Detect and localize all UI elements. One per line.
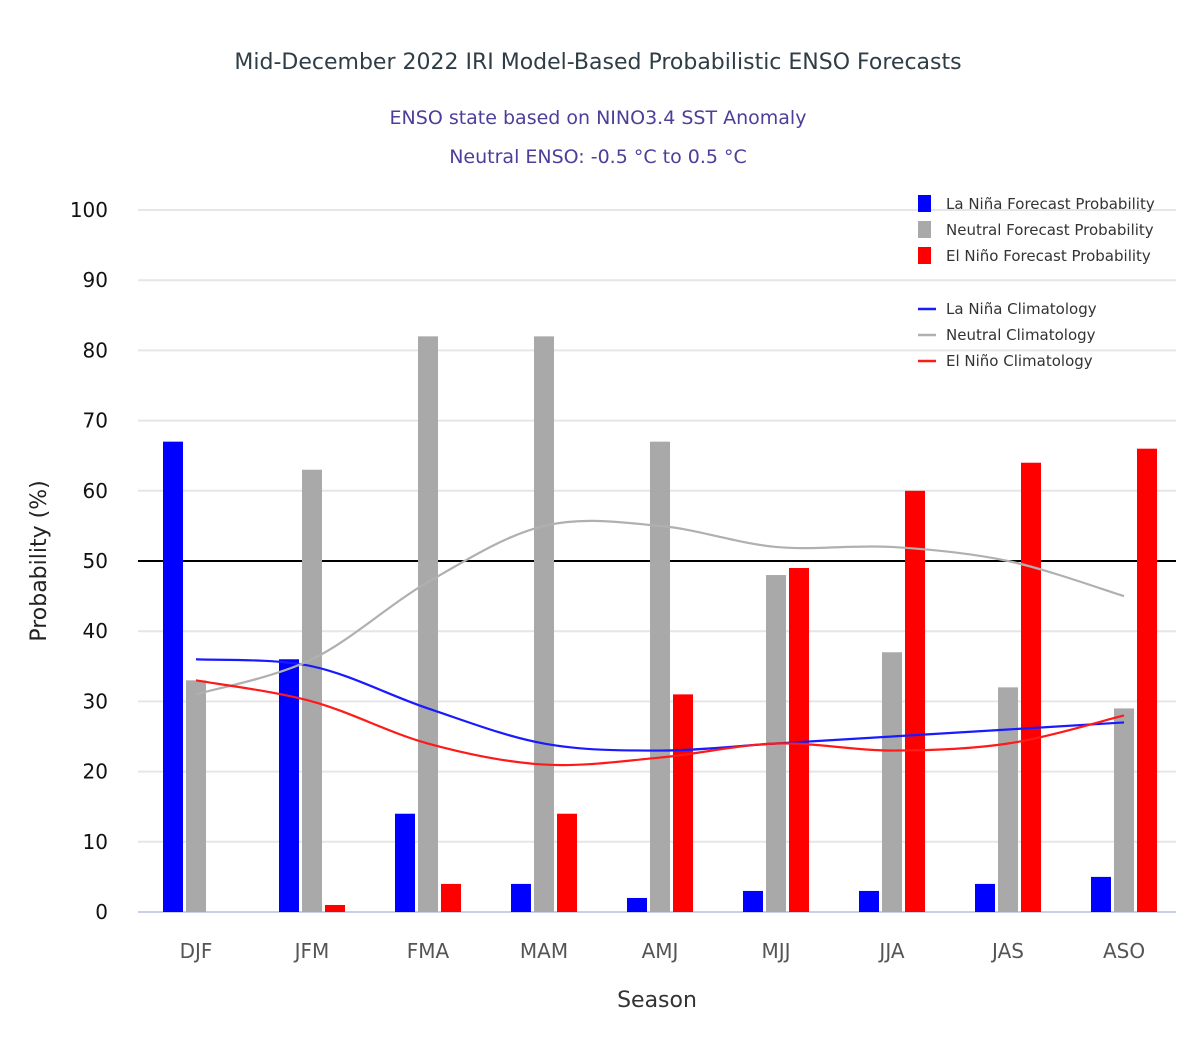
y-tick-label-10: 10	[83, 830, 108, 854]
bar-la-nina-fma[interactable]	[395, 813, 415, 912]
x-tick-label-mjj: MJJ	[761, 939, 790, 963]
bar-el-nino-jas[interactable]	[1021, 462, 1041, 912]
bar-la-nina-jfm[interactable]	[279, 659, 299, 912]
bar-la-nina-jas[interactable]	[975, 883, 995, 912]
chart-subtitle-line-2: Neutral ENSO: -0.5 °C to 0.5 °C	[449, 146, 747, 168]
bar-la-nina-aso[interactable]	[1091, 876, 1111, 912]
bar-neutral-amj[interactable]	[650, 441, 670, 912]
x-tick-label-jja: JJA	[877, 939, 904, 963]
y-tick-label-30: 30	[83, 689, 108, 713]
bar-la-nina-djf[interactable]	[163, 441, 183, 912]
y-tick-label-50: 50	[83, 549, 108, 573]
x-axis-label: Season	[617, 988, 697, 1013]
legend-label-neutral-forecast: Neutral Forecast Probability	[946, 221, 1154, 239]
y-axis-label: Probability (%)	[27, 480, 52, 641]
x-tick-label-djf: DJF	[180, 939, 213, 963]
x-tick-label-aso: ASO	[1103, 939, 1145, 963]
bar-el-nino-jja[interactable]	[905, 490, 925, 912]
bar-neutral-aso[interactable]	[1114, 708, 1134, 912]
y-tick-label-20: 20	[83, 760, 108, 784]
bar-el-nino-mam[interactable]	[557, 813, 577, 912]
y-tick-label-90: 90	[83, 268, 108, 292]
bar-la-nina-mam[interactable]	[511, 883, 531, 912]
y-tick-label-40: 40	[83, 619, 108, 643]
bar-neutral-fma[interactable]	[418, 336, 438, 912]
legend-label-el-nino-climatology: El Niño Climatology	[946, 352, 1093, 370]
x-tick-label-amj: AMJ	[642, 939, 679, 963]
y-tick-label-60: 60	[83, 479, 108, 503]
legend-swatch-neutral-forecast	[918, 221, 931, 238]
bar-neutral-jja[interactable]	[882, 652, 902, 912]
bar-el-nino-fma[interactable]	[441, 883, 461, 912]
y-tick-label-70: 70	[83, 409, 108, 433]
legend-swatch-la-nina-forecast	[918, 195, 931, 212]
bar-neutral-mam[interactable]	[534, 336, 554, 912]
bars	[163, 336, 1157, 912]
bar-neutral-jas[interactable]	[998, 687, 1018, 912]
bar-el-nino-jfm[interactable]	[325, 904, 345, 912]
neutral-climatology-line[interactable]	[195, 519, 1125, 696]
y-tick-label-100: 100	[70, 198, 108, 222]
climatology-lines	[195, 519, 1125, 767]
bar-neutral-djf[interactable]	[186, 680, 206, 912]
legend-label-neutral-climatology: Neutral Climatology	[946, 326, 1096, 344]
chart-title: Mid-December 2022 IRI Model-Based Probab…	[234, 50, 962, 75]
bar-la-nina-jja[interactable]	[859, 890, 879, 912]
bar-el-nino-aso[interactable]	[1137, 448, 1157, 912]
el-nino-climatology-line[interactable]	[195, 679, 1125, 767]
y-axis-ticks: 0 10 20 30 40 50 60 70 80 90 100	[70, 198, 108, 924]
legend-label-el-nino-forecast: El Niño Forecast Probability	[946, 247, 1151, 265]
legend-label-la-nina-forecast: La Niña Forecast Probability	[946, 195, 1155, 213]
y-tick-label-80: 80	[83, 338, 108, 362]
y-tick-label-0: 0	[95, 900, 108, 924]
x-axis-ticks: DJF JFM FMA MAM AMJ MJJ JJA JAS ASO	[180, 939, 1145, 963]
x-tick-label-jfm: JFM	[293, 939, 330, 963]
chart-subtitle-line-1: ENSO state based on NINO3.4 SST Anomaly	[389, 107, 807, 129]
x-tick-label-fma: FMA	[407, 939, 450, 963]
la-nina-climatology-line[interactable]	[195, 658, 1125, 752]
bar-la-nina-amj[interactable]	[627, 897, 647, 912]
x-tick-label-jas: JAS	[990, 939, 1024, 963]
legend-label-la-nina-climatology: La Niña Climatology	[946, 300, 1097, 318]
legend: La Niña Forecast Probability Neutral Fore…	[918, 195, 1155, 370]
x-tick-label-mam: MAM	[520, 939, 568, 963]
bar-el-nino-amj[interactable]	[673, 694, 693, 912]
bar-la-nina-mjj[interactable]	[743, 890, 763, 912]
bar-el-nino-mjj[interactable]	[789, 568, 809, 912]
legend-swatch-el-nino-forecast	[918, 247, 931, 264]
bar-neutral-jfm[interactable]	[302, 469, 322, 912]
